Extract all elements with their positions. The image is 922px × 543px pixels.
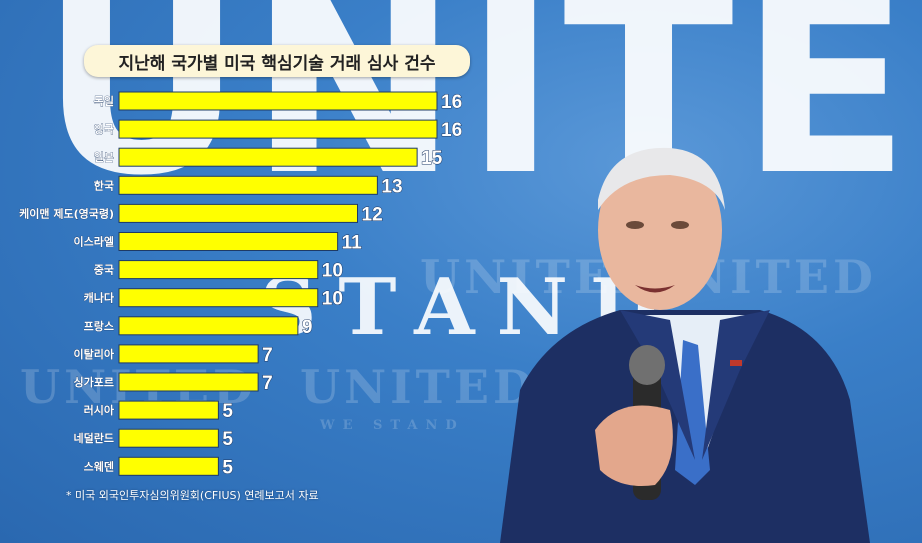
value-label: 15 xyxy=(421,148,443,169)
value-label: 9 xyxy=(302,317,313,338)
chart-title: 지난해 국가별 미국 핵심기술 거래 심사 건수 xyxy=(84,45,470,77)
category-label: 일본 xyxy=(94,150,114,164)
category-label: 이탈리아 xyxy=(74,347,115,361)
category-label: 러시아 xyxy=(84,403,115,417)
category-label: 영국 xyxy=(94,123,114,136)
category-label: 네덜란드 xyxy=(74,431,114,445)
value-label: 10 xyxy=(322,261,343,282)
bar xyxy=(118,260,319,280)
category-label: 독일 xyxy=(94,94,114,108)
value-label: 16 xyxy=(441,92,462,113)
category-label: 스웨덴 xyxy=(84,459,114,473)
value-label: 16 xyxy=(441,120,462,141)
bar xyxy=(118,91,438,111)
bar xyxy=(118,316,299,336)
bar xyxy=(118,119,438,139)
category-label: 싱가포르 xyxy=(74,375,114,389)
value-label: 11 xyxy=(342,233,363,254)
value-label: 5 xyxy=(222,457,233,478)
bar xyxy=(118,288,319,308)
category-label: 중국 xyxy=(94,264,114,277)
background-westand-repeat: WE STAND xyxy=(320,418,465,433)
category-label: 한국 xyxy=(94,178,114,192)
bar xyxy=(118,203,358,223)
bar xyxy=(118,372,259,392)
value-label: 7 xyxy=(262,373,273,394)
category-label: 캐나다 xyxy=(84,291,115,305)
value-label: 7 xyxy=(262,345,273,366)
bar xyxy=(118,147,418,167)
bar xyxy=(118,456,219,476)
bar xyxy=(118,344,259,364)
speaker-photo xyxy=(500,147,870,543)
bar xyxy=(118,428,219,448)
bar xyxy=(118,175,378,195)
value-label: 12 xyxy=(362,204,383,225)
category-label: 케이맨 제도(영국령) xyxy=(19,206,114,220)
category-label: 이스라엘 xyxy=(74,235,114,249)
source-footnote: * 미국 외국인투자심의위원회(CFIUS) 연례보고서 자료 xyxy=(66,489,319,502)
bar xyxy=(118,232,339,251)
background-united-repeat: UNITED xyxy=(300,360,537,414)
value-label: 5 xyxy=(222,429,233,450)
bar xyxy=(118,400,219,420)
category-label: 프랑스 xyxy=(84,320,114,333)
value-label: 10 xyxy=(322,289,343,310)
value-label: 13 xyxy=(381,176,402,197)
value-label: 5 xyxy=(222,401,233,422)
